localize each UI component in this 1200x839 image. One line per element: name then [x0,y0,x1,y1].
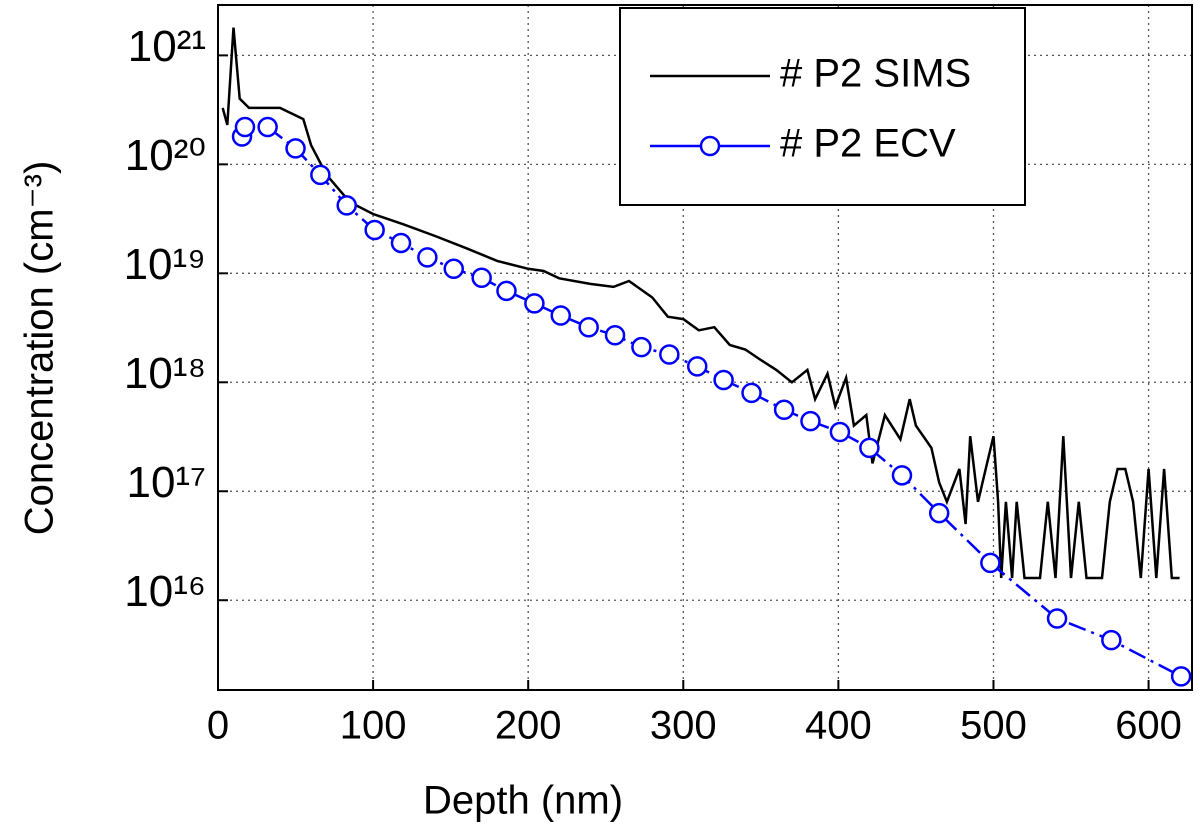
data-point [471,267,492,289]
data-point [1046,608,1068,629]
data-point [829,421,851,443]
y-tick-label: 10²⁰ [125,131,206,180]
data-point [859,437,880,459]
legend-label: # P2 SIMS [780,52,971,96]
legend-marker [699,135,721,157]
data-point [928,502,950,524]
y-tick-label: 10¹⁸ [124,349,206,398]
data-point [234,116,256,138]
data-point [713,369,734,391]
data-point [285,138,306,159]
y-tick-label: 10¹⁶ [124,567,206,616]
data-point [1170,666,1192,687]
data-point [496,280,517,302]
x-tick-label: 300 [650,704,717,748]
y-tick-label: 10²¹ [128,22,206,71]
x-tick-label: 100 [340,704,407,748]
data-point [686,356,708,377]
x-axis-title: Depth (nm) [423,779,623,823]
data-point [524,293,545,314]
data-point [800,410,821,432]
legend-label: # P2 ECV [780,122,956,166]
data-point [390,232,412,254]
plot-frame [217,4,1193,691]
data-point [417,247,438,268]
x-tick-label: 0 [207,704,229,748]
data-point [891,465,913,486]
data-point [631,336,652,358]
legend-box [619,7,1026,206]
x-tick-label: 500 [960,704,1027,748]
data-point [1101,629,1122,651]
data-point [443,258,464,280]
data-point [741,382,762,404]
data-point [604,325,626,346]
x-tick-label: 400 [805,704,872,748]
series-line [240,125,1182,678]
data-point [364,219,385,241]
x-tick-label: 600 [1115,704,1182,748]
data-point [980,552,1001,574]
data-point [257,116,278,138]
y-tick-label: 10¹⁷ [126,458,206,507]
y-tick-label: 10¹⁹ [124,240,206,289]
data-point [550,305,572,326]
x-tick-label: 200 [495,704,562,748]
data-point [773,399,795,420]
data-point [336,195,357,216]
y-axis-title: Concentration (cm⁻³) [18,161,62,536]
data-point [659,344,680,365]
data-point [310,164,331,186]
data-point [578,316,599,338]
